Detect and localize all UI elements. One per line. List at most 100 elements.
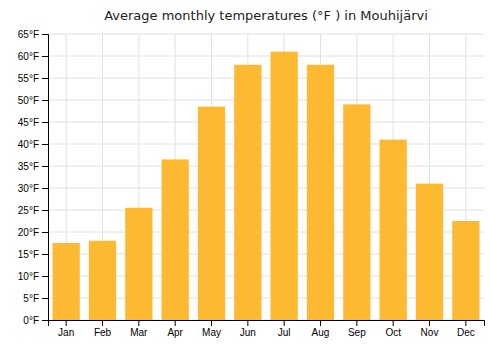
bar: [307, 65, 334, 320]
y-tick-mark: [42, 320, 48, 321]
y-tick-label: 15°F: [18, 249, 39, 260]
y-tick: 55°F: [18, 73, 48, 84]
y-tick-label: 50°F: [18, 95, 39, 106]
y-tick: 60°F: [18, 51, 48, 62]
bar: [234, 65, 261, 320]
bar: [416, 184, 443, 320]
grid: [48, 34, 484, 320]
x-tick-mark: [393, 320, 394, 326]
x-tick-mark: [66, 320, 67, 326]
y-tick-label: 5°F: [23, 293, 39, 304]
x-tick: Jun: [240, 320, 256, 338]
x-tick-mark: [429, 320, 430, 326]
y-tick-label: 40°F: [18, 139, 39, 150]
x-tick-mark: [284, 320, 285, 326]
x-tick-label: Mar: [130, 327, 148, 338]
x-tick: Oct: [385, 320, 401, 338]
bar: [125, 208, 152, 320]
y-tick-label: 60°F: [18, 51, 39, 62]
y-tick: 10°F: [18, 271, 48, 282]
y-tick-mark: [42, 232, 48, 233]
x-tick: Feb: [94, 320, 112, 338]
x-axis: Jan Feb Mar Apr May Jun Jul Aug Sep Oct Nov Dec: [49, 320, 485, 338]
x-tick: Apr: [167, 320, 183, 338]
x-tick-label: Dec: [457, 327, 475, 338]
x-tick-mark: [102, 320, 103, 326]
bar: [271, 52, 298, 320]
y-tick-mark: [42, 276, 48, 277]
y-tick-mark: [42, 188, 48, 189]
y-tick-mark: [42, 254, 48, 255]
y-tick: 35°F: [18, 161, 48, 172]
bar: [89, 241, 116, 320]
x-tick-mark: [247, 320, 248, 326]
y-tick: 50°F: [18, 95, 48, 106]
x-tick: Dec: [457, 320, 475, 338]
bar: [452, 221, 479, 320]
x-tick: Sep: [348, 320, 366, 338]
bar: [162, 159, 189, 320]
y-tick-label: 30°F: [18, 183, 39, 194]
y-tick-mark: [42, 56, 48, 57]
y-tick: 0°F: [23, 315, 48, 326]
x-tick-mark: [320, 320, 321, 326]
y-tick: 40°F: [18, 139, 48, 150]
x-tick-label: Oct: [385, 327, 401, 338]
y-tick-mark: [42, 144, 48, 145]
x-tick: Nov: [421, 320, 439, 338]
x-tick-label: Jun: [240, 327, 256, 338]
y-tick-mark: [42, 166, 48, 167]
x-tick-mark: [465, 320, 466, 326]
y-tick-label: 20°F: [18, 227, 39, 238]
x-tick: May: [202, 320, 221, 338]
bars: [53, 52, 480, 320]
x-tick-label: Aug: [312, 327, 330, 338]
y-tick-mark: [42, 34, 48, 35]
x-tick-label: Jan: [58, 327, 74, 338]
plot: 0°F 5°F 10°F 15°F 20°F 25°F 30°F 35°F 40°F 45°F 50…: [18, 29, 485, 338]
y-grid-line: [48, 34, 484, 35]
y-tick-mark: [42, 78, 48, 79]
y-axis-line: [42, 35, 49, 321]
y-grid-line: [48, 100, 484, 101]
y-grid-line: [48, 166, 484, 167]
y-tick-label: 55°F: [18, 73, 39, 84]
y-axis: 0°F 5°F 10°F 15°F 20°F 25°F 30°F 35°F 40°F 45°F 50…: [18, 29, 49, 326]
y-tick-label: 65°F: [18, 29, 39, 40]
x-tick: Jul: [278, 320, 291, 338]
y-tick: 25°F: [18, 205, 48, 216]
x-tick-mark: [356, 320, 357, 326]
y-tick: 65°F: [18, 29, 48, 40]
y-tick-mark: [42, 298, 48, 299]
chart: 0°F 5°F 10°F 15°F 20°F 25°F 30°F 35°F 40°F 45°F 50…: [0, 0, 500, 350]
bar: [380, 140, 407, 320]
y-tick-label: 10°F: [18, 271, 39, 282]
bar: [343, 104, 370, 320]
x-tick-mark: [211, 320, 212, 326]
y-tick: 5°F: [23, 293, 48, 304]
y-tick-label: 35°F: [18, 161, 39, 172]
y-grid-line: [48, 144, 484, 145]
x-tick: Aug: [312, 320, 330, 338]
x-tick-mark: [175, 320, 176, 326]
bar: [198, 107, 225, 320]
y-grid-line: [48, 56, 484, 57]
x-tick: Mar: [130, 320, 148, 338]
y-tick: 45°F: [18, 117, 48, 128]
x-tick-label: Apr: [167, 327, 183, 338]
x-tick-label: Nov: [421, 327, 439, 338]
x-tick-label: Feb: [94, 327, 112, 338]
y-tick-mark: [42, 100, 48, 101]
x-tick-mark: [138, 320, 139, 326]
y-grid-line: [48, 78, 484, 79]
x-tick-label: May: [202, 327, 221, 338]
x-tick-label: Sep: [348, 327, 366, 338]
y-tick-mark: [42, 210, 48, 211]
y-tick: 20°F: [18, 227, 48, 238]
y-tick-label: 0°F: [23, 315, 39, 326]
x-axis-line: [49, 321, 485, 327]
x-tick-label: Jul: [278, 327, 291, 338]
title: Average monthly temperatures (°F ) in Mo…: [104, 8, 428, 23]
y-tick-label: 45°F: [18, 117, 39, 128]
x-tick: Jan: [58, 320, 74, 338]
